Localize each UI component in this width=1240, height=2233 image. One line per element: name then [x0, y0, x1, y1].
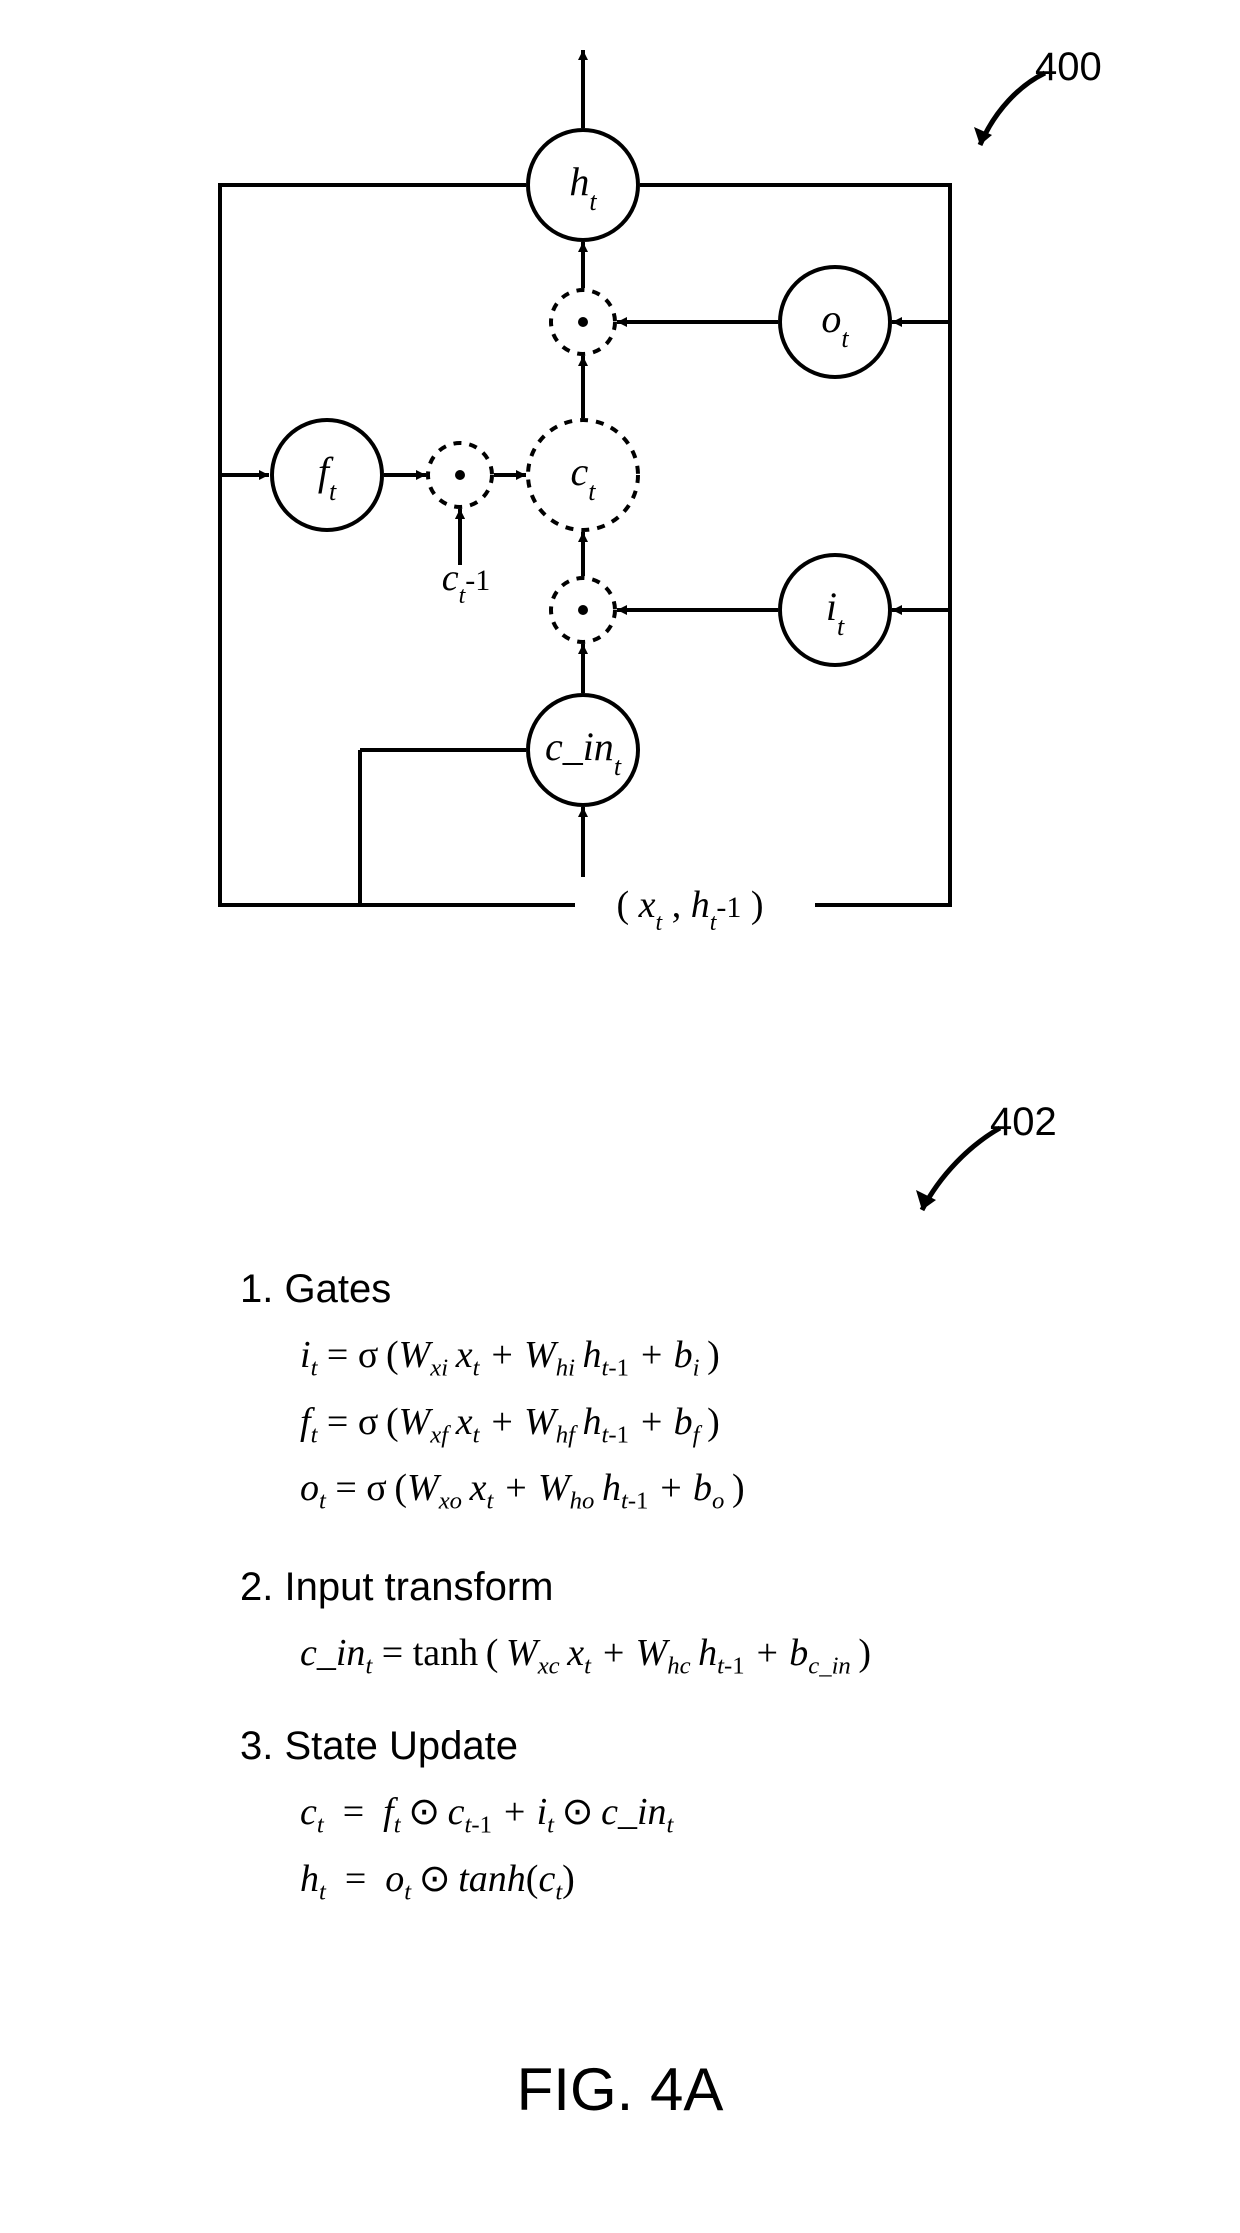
callout-402: 402: [900, 1110, 1040, 1230]
eq-ht: ht = ot ⊙ tanh(ct): [240, 1847, 1060, 1914]
update-heading: 3. State Update: [240, 1712, 1060, 1780]
eq-cin: c_int = tanh ( Wxc xt + Whc ht-1 + bc_in…: [240, 1621, 1060, 1688]
equations-block: 1. Gates it = σ (Wxi xt + Whi ht-1 + bi …: [240, 1255, 1060, 1913]
gates-heading: 1. Gates: [240, 1255, 1060, 1323]
figure-label: FIG. 4A: [0, 2055, 1240, 2124]
page: 400 htftotitc_intctct-1( xt , ht-1 ) 402…: [0, 0, 1240, 2233]
eq-it: it = σ (Wxi xt + Whi ht-1 + bi ): [240, 1323, 1060, 1390]
transform-heading: 2. Input transform: [240, 1553, 1060, 1621]
callout-402-label: 402: [990, 1100, 1057, 1145]
eq-ct: ct = ft ⊙ ct-1 + it ⊙ c_int: [240, 1780, 1060, 1847]
lstm-diagram: htftotitc_intctct-1( xt , ht-1 ): [90, 20, 1070, 980]
label-ct-minus-1: ct-1: [442, 557, 491, 609]
eq-ot: ot = σ (Wxo xt + Who ht-1 + bo ): [240, 1456, 1060, 1523]
eq-ft: ft = σ (Wxf xt + Whf ht-1 + bf ): [240, 1390, 1060, 1457]
